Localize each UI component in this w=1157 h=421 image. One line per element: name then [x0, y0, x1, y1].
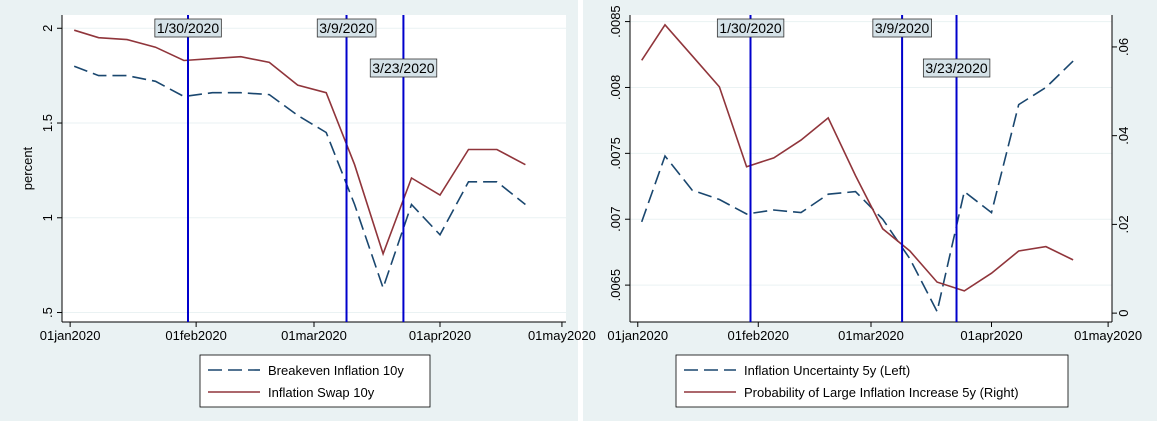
- x-tick-label: 01may2020: [528, 328, 596, 343]
- plot-area: [630, 15, 1112, 322]
- plot-area: [62, 15, 566, 322]
- event-label-box: [369, 58, 438, 78]
- event-label-box: [872, 18, 932, 38]
- y-tick-label: 1: [40, 214, 55, 221]
- legend-label: Probability of Large Inflation Increase …: [744, 385, 1019, 400]
- y2-tick-label: .02: [1116, 215, 1131, 233]
- series-line: [73, 65, 526, 291]
- event-label: 1/30/2020: [157, 20, 219, 36]
- x-tick-label: 01jan2020: [40, 328, 101, 343]
- legend-box: [199, 354, 431, 408]
- x-tick-label: 01feb2020: [728, 328, 789, 343]
- event-label: 3/9/2020: [875, 20, 930, 36]
- y-tick-label: 2: [40, 25, 55, 32]
- event-label: 3/23/2020: [925, 60, 987, 76]
- y-tick-label: .008: [608, 75, 623, 100]
- x-tick-label: 01apr2020: [409, 328, 471, 343]
- y-tick-label: .0075: [608, 137, 623, 170]
- legend-box: [675, 354, 1069, 408]
- event-label-box: [922, 58, 991, 78]
- x-tick-label: 01mar2020: [838, 328, 904, 343]
- x-tick-label: 01may2020: [1074, 328, 1142, 343]
- y2-tick-label: .06: [1116, 38, 1131, 56]
- y-tick-label: .0065: [608, 269, 623, 302]
- event-label-box: [316, 18, 377, 38]
- x-tick-label: 01apr2020: [960, 328, 1022, 343]
- series-line: [73, 29, 526, 257]
- legend-label: Inflation Uncertainty 5y (Left): [744, 363, 910, 378]
- legend-label: Breakeven Inflation 10y: [268, 363, 404, 378]
- x-tick-label: 01mar2020: [281, 328, 347, 343]
- series-line: [640, 60, 1074, 314]
- y2-tick-label: .04: [1116, 127, 1131, 145]
- x-tick-label: 01jan2020: [607, 328, 668, 343]
- y-tick-label: 1.5: [40, 114, 55, 132]
- legend-label: Inflation Swap 10y: [268, 385, 375, 400]
- y-tick-label: .0085: [608, 5, 623, 38]
- event-label-box: [716, 18, 785, 38]
- y2-tick-label: 0: [1116, 310, 1131, 317]
- event-label: 3/23/2020: [372, 60, 434, 76]
- event-label: 1/30/2020: [719, 20, 781, 36]
- event-label: 3/9/2020: [319, 20, 374, 36]
- series-line: [641, 23, 1074, 292]
- y-axis-title: percent: [20, 146, 35, 190]
- y-tick-label: .007: [608, 207, 623, 232]
- event-label-box: [154, 18, 222, 38]
- y-tick-label: .5: [40, 307, 55, 318]
- x-tick-label: 01feb2020: [165, 328, 226, 343]
